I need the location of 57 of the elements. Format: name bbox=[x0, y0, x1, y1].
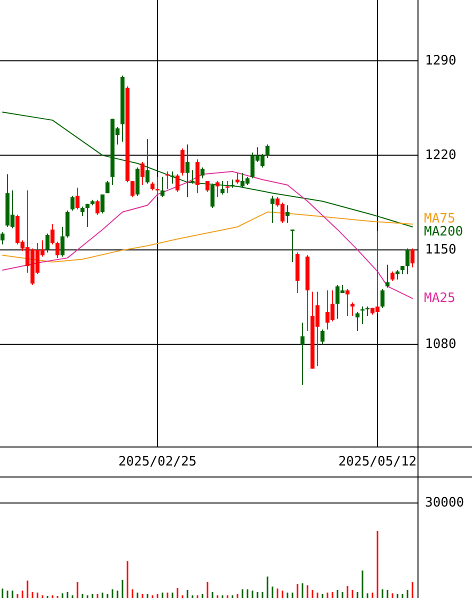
candlestick bbox=[100, 194, 104, 214]
candlestick bbox=[106, 180, 110, 194]
candlestick bbox=[350, 302, 354, 317]
candlestick bbox=[160, 176, 164, 198]
line-series bbox=[2, 112, 413, 228]
candlestick bbox=[270, 195, 274, 224]
candlestick bbox=[180, 148, 184, 176]
candlestick bbox=[380, 288, 384, 308]
x-tick-label: 2025/02/25 bbox=[118, 454, 197, 470]
candlestick bbox=[346, 288, 350, 317]
candlestick bbox=[0, 232, 4, 245]
candlestick bbox=[60, 226, 64, 258]
candlestick bbox=[356, 311, 360, 332]
y-tick-label: 1080 bbox=[425, 336, 456, 352]
candlestick bbox=[166, 171, 170, 190]
candlestick bbox=[190, 170, 194, 184]
candlestick bbox=[130, 180, 134, 198]
candlestick bbox=[146, 138, 150, 184]
candlestick bbox=[210, 183, 214, 208]
candlestick bbox=[140, 162, 144, 186]
text: 30000 bbox=[425, 496, 464, 510]
candlestick bbox=[390, 270, 394, 282]
candlestick bbox=[386, 264, 390, 288]
x-tick-label: 2025/05/12 bbox=[338, 454, 417, 470]
candlestick bbox=[196, 158, 200, 194]
candlestick bbox=[86, 203, 90, 228]
series-label: MA200 bbox=[424, 224, 464, 240]
candlestick bbox=[156, 176, 160, 198]
candlestick bbox=[46, 233, 50, 254]
candlestick bbox=[300, 322, 304, 386]
candlestick bbox=[396, 270, 400, 280]
candlestick bbox=[50, 224, 54, 245]
candlestick bbox=[186, 144, 190, 198]
candlestick bbox=[56, 241, 60, 258]
candlestick bbox=[410, 248, 414, 268]
candlestick bbox=[320, 329, 324, 345]
candlestick bbox=[286, 204, 290, 224]
candlestick bbox=[80, 206, 84, 217]
candlestick bbox=[70, 195, 74, 212]
candlestick bbox=[170, 171, 174, 184]
candlestick bbox=[406, 248, 410, 275]
y-tick-label: 1220 bbox=[425, 148, 456, 163]
candlestick bbox=[266, 144, 270, 159]
candlestick bbox=[290, 229, 294, 262]
line-series bbox=[2, 212, 413, 262]
candlestick bbox=[76, 187, 80, 210]
candlestick bbox=[96, 199, 100, 216]
candlestick bbox=[236, 172, 240, 184]
y-tick-label: 1290 bbox=[425, 53, 456, 68]
series-label: MA75 bbox=[424, 212, 456, 227]
candlestick bbox=[176, 174, 180, 192]
series-label: MA25 bbox=[424, 290, 456, 306]
candlestick bbox=[366, 306, 370, 317]
y-tick-label: 1150 bbox=[425, 242, 456, 258]
candlestick bbox=[220, 180, 224, 195]
candlestick bbox=[216, 180, 220, 198]
candlestick bbox=[200, 166, 204, 179]
